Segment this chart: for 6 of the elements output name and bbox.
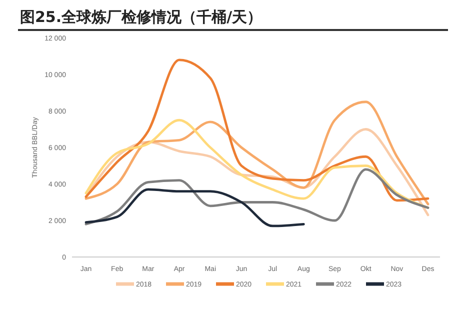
line-series bbox=[84, 168, 430, 226]
chart-title: 图25.全球炼厂检修情况（千桶/天） bbox=[20, 8, 262, 26]
line-series bbox=[84, 58, 430, 202]
line-series bbox=[84, 188, 305, 228]
line-series bbox=[84, 128, 430, 216]
line-series bbox=[84, 100, 430, 206]
